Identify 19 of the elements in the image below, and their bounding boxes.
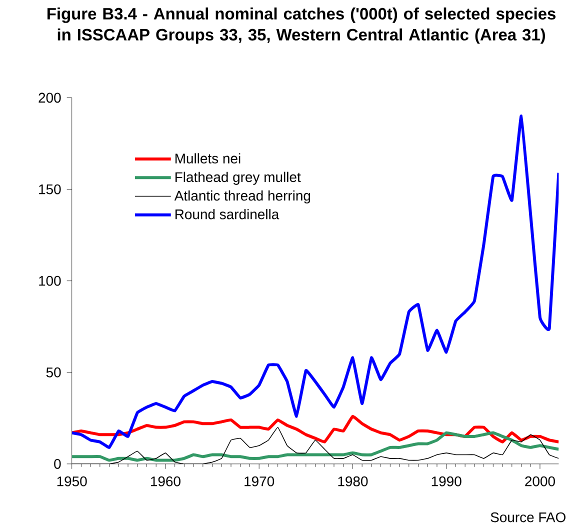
legend-label: Round sardinella <box>176 209 280 220</box>
legend-label: Mullets nei <box>176 153 240 164</box>
y-tick-label: 0 <box>54 459 61 469</box>
source-note: Source FAO <box>490 512 566 522</box>
x-tick-label: 1980 <box>338 476 368 486</box>
chart-title: Figure B3.4 - Annual nominal catches ('000t) of selected species in ISSCAAP Groups 33, 35, Western Central Atlantic (Area 31) <box>48 8 556 44</box>
line-series <box>72 114 559 450</box>
y-tick-label: 100 <box>39 276 61 286</box>
line-series <box>72 414 559 444</box>
x-tick-label: 1950 <box>57 476 87 486</box>
legend-label: Flathead grey mullet <box>176 172 301 185</box>
x-tick-label: 2000 <box>525 476 555 486</box>
x-tick-label: 1970 <box>244 476 274 486</box>
x-tick-label: 1960 <box>150 476 180 486</box>
x-tick-label: 1990 <box>432 476 462 486</box>
legend-label: Atlantic thread herring <box>174 190 310 204</box>
y-tick-label: 50 <box>46 368 61 378</box>
y-tick-label: 200 <box>38 92 61 103</box>
y-tick-label: 150 <box>39 184 61 194</box>
